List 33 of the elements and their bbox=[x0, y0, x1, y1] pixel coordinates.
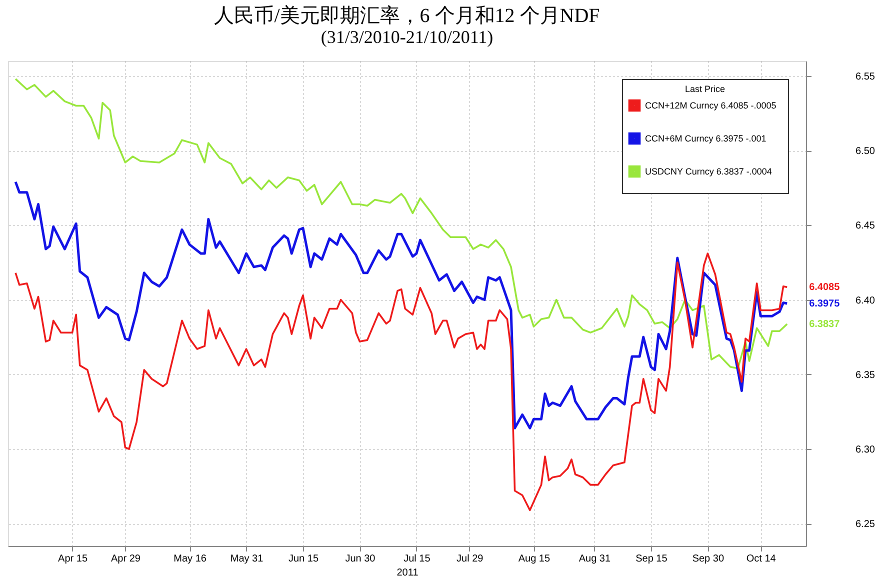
chart-subtitle: (31/3/2010-21/10/2011) bbox=[320, 27, 494, 47]
annotation: 6.3837 bbox=[809, 319, 840, 330]
y-tick-label: 6.45 bbox=[856, 220, 876, 232]
chart-title: 人民币/美元即期汇率，6 个月和12 个月NDF bbox=[214, 4, 600, 27]
line-series bbox=[14, 180, 788, 430]
x-tick-label: Sep 30 bbox=[692, 554, 724, 564]
x-tick-label: Jun 30 bbox=[345, 554, 376, 564]
x-tick-label: Apr 15 bbox=[58, 554, 88, 564]
x-tick-label: Jun 15 bbox=[288, 554, 319, 564]
legend-label: CCN+12M Curncy 6.4085 -.0005 bbox=[645, 100, 776, 110]
x-tick-label: Aug 15 bbox=[518, 554, 550, 564]
x-tick-label: Jul 29 bbox=[456, 554, 484, 564]
y-tick-label: 6.40 bbox=[856, 295, 876, 306]
x-tick-label: Apr 29 bbox=[111, 554, 141, 564]
legend-label: USDCNY Curncy 6.3837 -.0004 bbox=[645, 166, 772, 176]
x-tick-label: May 31 bbox=[230, 554, 264, 564]
x-tick-label: Oct 14 bbox=[746, 554, 776, 564]
annotation: 6.3975 bbox=[809, 298, 840, 310]
x-axis-title: 2011 bbox=[396, 568, 419, 578]
y-tick-label: 6.55 bbox=[856, 71, 876, 82]
y-tick-label: 6.50 bbox=[856, 146, 876, 158]
legend-title: Last Price bbox=[684, 84, 726, 94]
annotation: 6.4085 bbox=[809, 282, 840, 294]
legend-label: CCN+6M Curncy 6.3975 -.001 bbox=[645, 134, 766, 144]
y-tick-label: 6.35 bbox=[856, 370, 876, 381]
line-series bbox=[14, 252, 788, 512]
x-tick-label: May 16 bbox=[174, 554, 207, 564]
x-tick-label: Sep 15 bbox=[636, 554, 668, 564]
y-tick-label: 6.30 bbox=[856, 444, 876, 456]
line-series bbox=[14, 78, 788, 370]
x-tick-label: Aug 31 bbox=[578, 554, 611, 564]
x-tick-label: Jul 15 bbox=[404, 554, 431, 564]
y-tick-label: 6.25 bbox=[856, 519, 876, 530]
